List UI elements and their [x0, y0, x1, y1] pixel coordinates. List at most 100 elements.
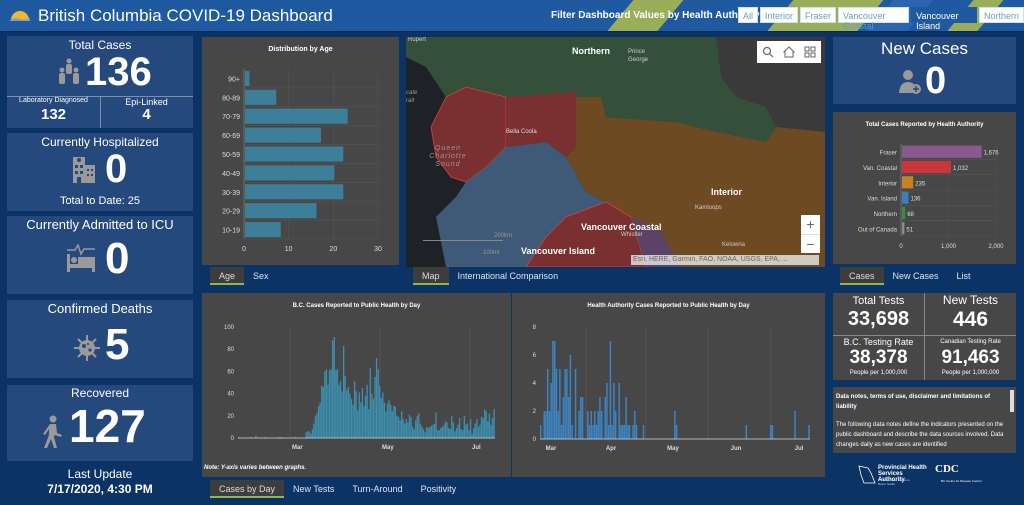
search-icon[interactable]: [762, 46, 774, 58]
phsa-logo: Provincial Health Services Authority Pro…: [858, 463, 928, 491]
bar: [308, 431, 310, 438]
phsa-name-line1: Provincial Health: [878, 465, 927, 471]
filter-label: Filter Dashboard Values by Health Author…: [551, 10, 763, 21]
bar: [319, 402, 321, 438]
bar: [360, 402, 362, 438]
tab-cases[interactable]: Cases: [840, 267, 884, 285]
tab-map[interactable]: Map: [413, 267, 449, 285]
y-tick-label: 20-29: [222, 209, 240, 216]
bar: [379, 385, 381, 438]
bar: [493, 409, 495, 438]
bar: [316, 412, 318, 438]
bar: [460, 429, 462, 438]
tab-new-cases[interactable]: New Cases: [892, 271, 939, 281]
bar: [482, 418, 484, 438]
bar: [469, 419, 472, 438]
bar: [745, 425, 748, 439]
cases-by-authority-panel: Total Cases Reported by Health Authority…: [833, 112, 1016, 264]
bar: [449, 429, 451, 438]
bar: [594, 411, 596, 439]
filter-interior-button[interactable]: Interior: [760, 7, 799, 23]
tab-cases-by-day[interactable]: Cases by Day: [210, 480, 285, 498]
bar: [344, 375, 346, 438]
bar: [674, 411, 676, 439]
filter-fraser-button[interactable]: Fraser: [800, 7, 837, 23]
bar: [361, 388, 364, 438]
bar: [769, 425, 772, 439]
bc-testing-rate-sub: People per 1,000,000: [849, 370, 908, 376]
canadian-testing-rate-sub: People per 1,000,000: [941, 370, 1000, 376]
tab-positivity[interactable]: Positivity: [420, 484, 457, 494]
authority-panel-tabs: Cases New Cases List: [840, 267, 980, 285]
y-tick-label: 0: [231, 436, 235, 442]
tab-sex[interactable]: Sex: [253, 271, 269, 281]
bar: [404, 423, 406, 438]
tab-new-tests[interactable]: New Tests: [293, 484, 335, 494]
bar: [457, 424, 459, 438]
filter-all-button[interactable]: All: [738, 7, 759, 23]
cases-by-authority-chart: Total Cases Reported by Health Authority…: [858, 122, 1004, 250]
bar: [245, 222, 281, 238]
y-tick-label: 30-39: [222, 190, 240, 197]
filter-vancouver-coastal-button[interactable]: Vancouver Coastal: [838, 7, 910, 31]
bar: [306, 431, 309, 438]
bar: [476, 419, 478, 438]
zoom-in-button[interactable]: +: [806, 216, 815, 232]
tab-turn-around[interactable]: Turn-Around: [352, 484, 403, 494]
bar: [424, 432, 426, 438]
bar: [314, 415, 317, 438]
bar: [416, 415, 418, 438]
map-label-interior: Interior: [711, 187, 743, 197]
home-icon[interactable]: [782, 46, 795, 58]
health-authority-map[interactable]: Rupert Northern Prince George cate rait …: [406, 37, 825, 267]
bar: [490, 424, 492, 438]
bar: [393, 405, 395, 438]
filter-northern-button[interactable]: Northern: [978, 7, 1024, 23]
bar: [480, 416, 483, 438]
bar: [250, 436, 252, 438]
bar: [422, 429, 425, 438]
data-label: 68: [907, 212, 914, 218]
bar: [352, 404, 354, 438]
bar: [441, 426, 444, 438]
bar: [366, 384, 368, 438]
recovered-label: Recovered: [70, 386, 130, 400]
bar: [443, 424, 445, 438]
bar: [581, 397, 584, 439]
bar: [317, 405, 320, 438]
bar: [374, 376, 376, 438]
x-tick-label: Mar: [292, 445, 303, 451]
bccdc-logo: CDC BC Centre for Disease Control: [935, 463, 995, 491]
hospitalized-total-to-date: Total to Date: 25: [59, 195, 141, 207]
bar: [566, 369, 568, 439]
bar: [606, 383, 608, 439]
tab-list[interactable]: List: [956, 271, 971, 281]
filter-vancouver-island-button[interactable]: Vancouver Island: [911, 7, 977, 31]
data-notes-panel[interactable]: Data notes, terms of use, disclaimer and…: [833, 387, 1016, 453]
bar: [408, 414, 411, 438]
tab-age[interactable]: Age: [210, 267, 245, 285]
bar: [634, 411, 636, 439]
bar: [794, 411, 796, 439]
tab-international-comparison[interactable]: International Comparison: [457, 271, 559, 281]
bar: [429, 426, 431, 438]
bar: [245, 89, 277, 105]
y-tick-label: 8: [533, 325, 537, 331]
bar: [543, 411, 545, 439]
zoom-out-button[interactable]: −: [801, 234, 820, 253]
bar: [621, 425, 624, 439]
bar: [342, 345, 345, 438]
new-cases-card: New Cases 0: [833, 37, 1016, 104]
bar: [458, 418, 461, 438]
x-tick-label: May: [667, 446, 679, 452]
bar: [452, 422, 455, 438]
bar: [385, 411, 387, 438]
bar: [390, 404, 392, 438]
basemap-gallery-icon[interactable]: [804, 46, 816, 58]
bar: [335, 370, 337, 438]
bar: [396, 415, 398, 438]
bar: [902, 222, 905, 235]
hospital-icon: [73, 157, 95, 183]
data-notes-scrollbar[interactable]: [1010, 390, 1014, 412]
deaths-value: 5: [105, 320, 130, 369]
